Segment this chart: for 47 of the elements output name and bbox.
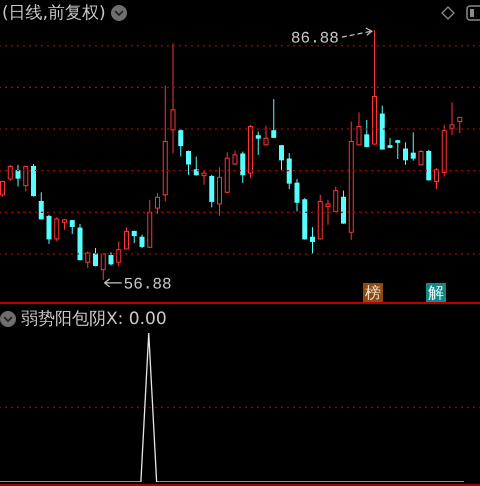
candlestick [140, 234, 144, 249]
candlestick [418, 149, 424, 166]
candlestick [62, 218, 67, 230]
candlestick [202, 169, 206, 186]
annotation: 56.88 [124, 275, 172, 294]
candlestick [155, 192, 160, 214]
candlestick [256, 131, 261, 156]
candlestick [364, 119, 370, 148]
candlestick [16, 164, 20, 187]
candlestick [294, 178, 300, 212]
candlestick [232, 150, 238, 166]
candlestick [410, 132, 416, 162]
candlestick [279, 144, 284, 170]
candlestick [23, 166, 28, 192]
candlestick [450, 102, 454, 136]
candlestick [100, 253, 106, 280]
candlestick [403, 142, 408, 166]
candlestick [132, 230, 137, 244]
chart-title: (日线,前复权) [2, 3, 106, 23]
candlestick [310, 226, 315, 254]
candlestick [333, 186, 338, 213]
candlestick [356, 112, 362, 146]
annotation: 解 [426, 283, 446, 302]
candlestick [186, 150, 191, 176]
candlestick [108, 252, 114, 266]
candlestick [54, 216, 60, 242]
candlestick [85, 250, 90, 269]
candlestick [395, 139, 400, 160]
candlestick [326, 199, 330, 226]
annotation: 86.88 [290, 30, 339, 48]
candlestick [240, 151, 246, 184]
candlestick [170, 42, 176, 154]
candlestick [194, 156, 199, 176]
candlestick [457, 116, 462, 134]
chart-title: 弱势阳包阴X: 0.00 [21, 309, 167, 329]
candlestick [116, 240, 122, 267]
annotation: 榜 [363, 283, 383, 302]
candlestick [93, 248, 98, 267]
candlestick [271, 98, 276, 139]
candlestick [8, 164, 13, 182]
candlestick [124, 226, 129, 250]
candlestick [178, 128, 184, 157]
candlestick [70, 219, 75, 234]
candlestick [264, 125, 268, 146]
candlestick [38, 192, 44, 220]
candlestick [434, 168, 439, 190]
candlestick [46, 214, 52, 244]
